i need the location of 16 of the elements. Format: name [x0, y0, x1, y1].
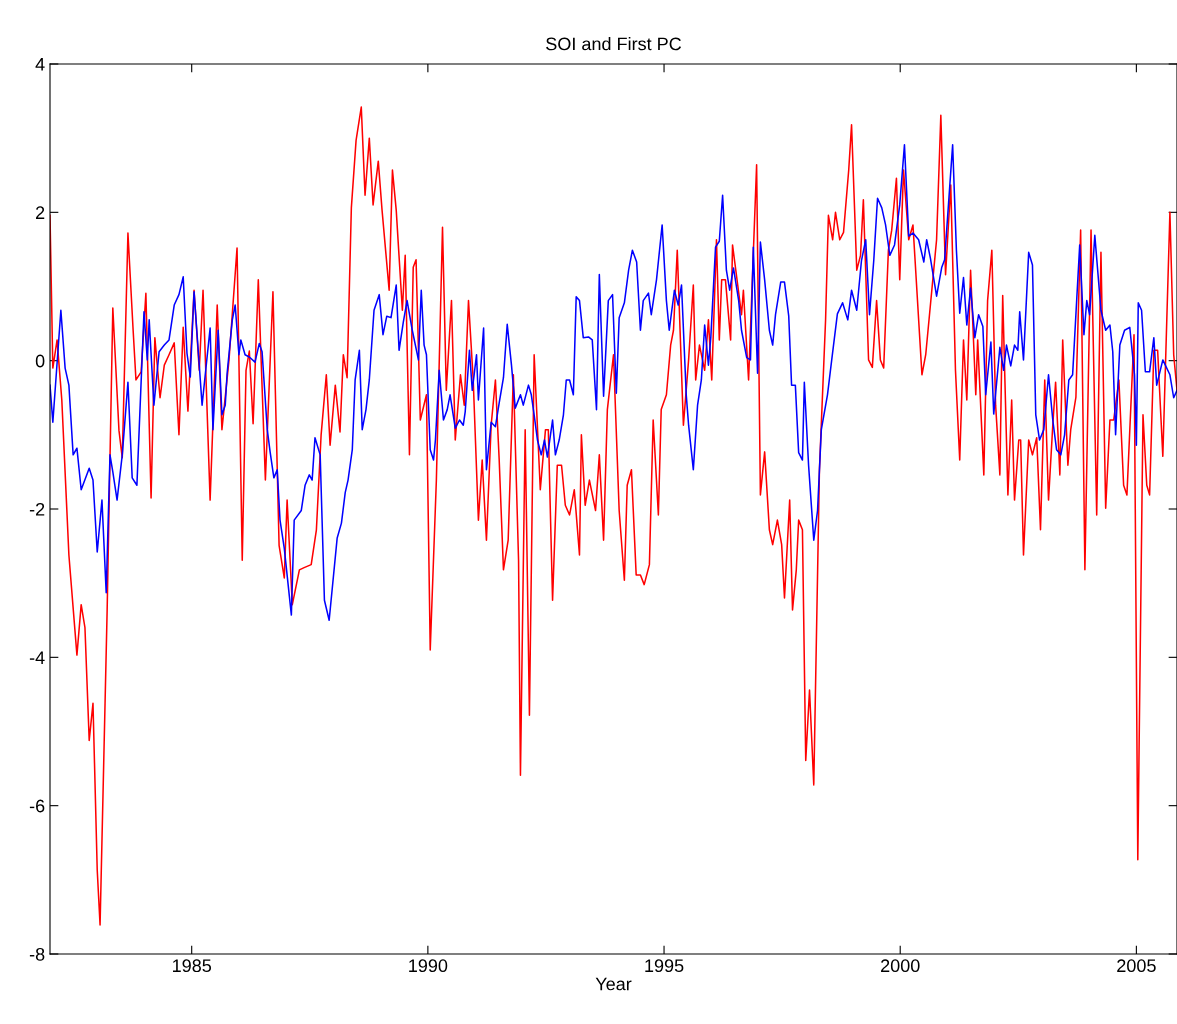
y-tick-label: -6 [29, 799, 45, 813]
x-tick-label: 2000 [881, 959, 920, 973]
x-tick-label: 1990 [409, 959, 448, 973]
y-tick-label: 4 [35, 58, 45, 71]
x-tick-label: 1995 [645, 959, 684, 973]
y-tick-label: 2 [36, 206, 45, 219]
line-series [50, 144, 1177, 622]
y-tick-label: -4 [29, 651, 45, 664]
y-tick-label: 0 [35, 354, 45, 368]
x-tick-label: 1985 [173, 959, 212, 973]
chart-title: SOI and First PC [546, 37, 682, 51]
y-tick-label: -8 [29, 947, 45, 961]
y-tick-label: -2 [29, 502, 45, 516]
x-tick-label: 2005 [1117, 959, 1156, 973]
x-axis-title: Year [595, 977, 632, 991]
line-series [50, 106, 1177, 926]
